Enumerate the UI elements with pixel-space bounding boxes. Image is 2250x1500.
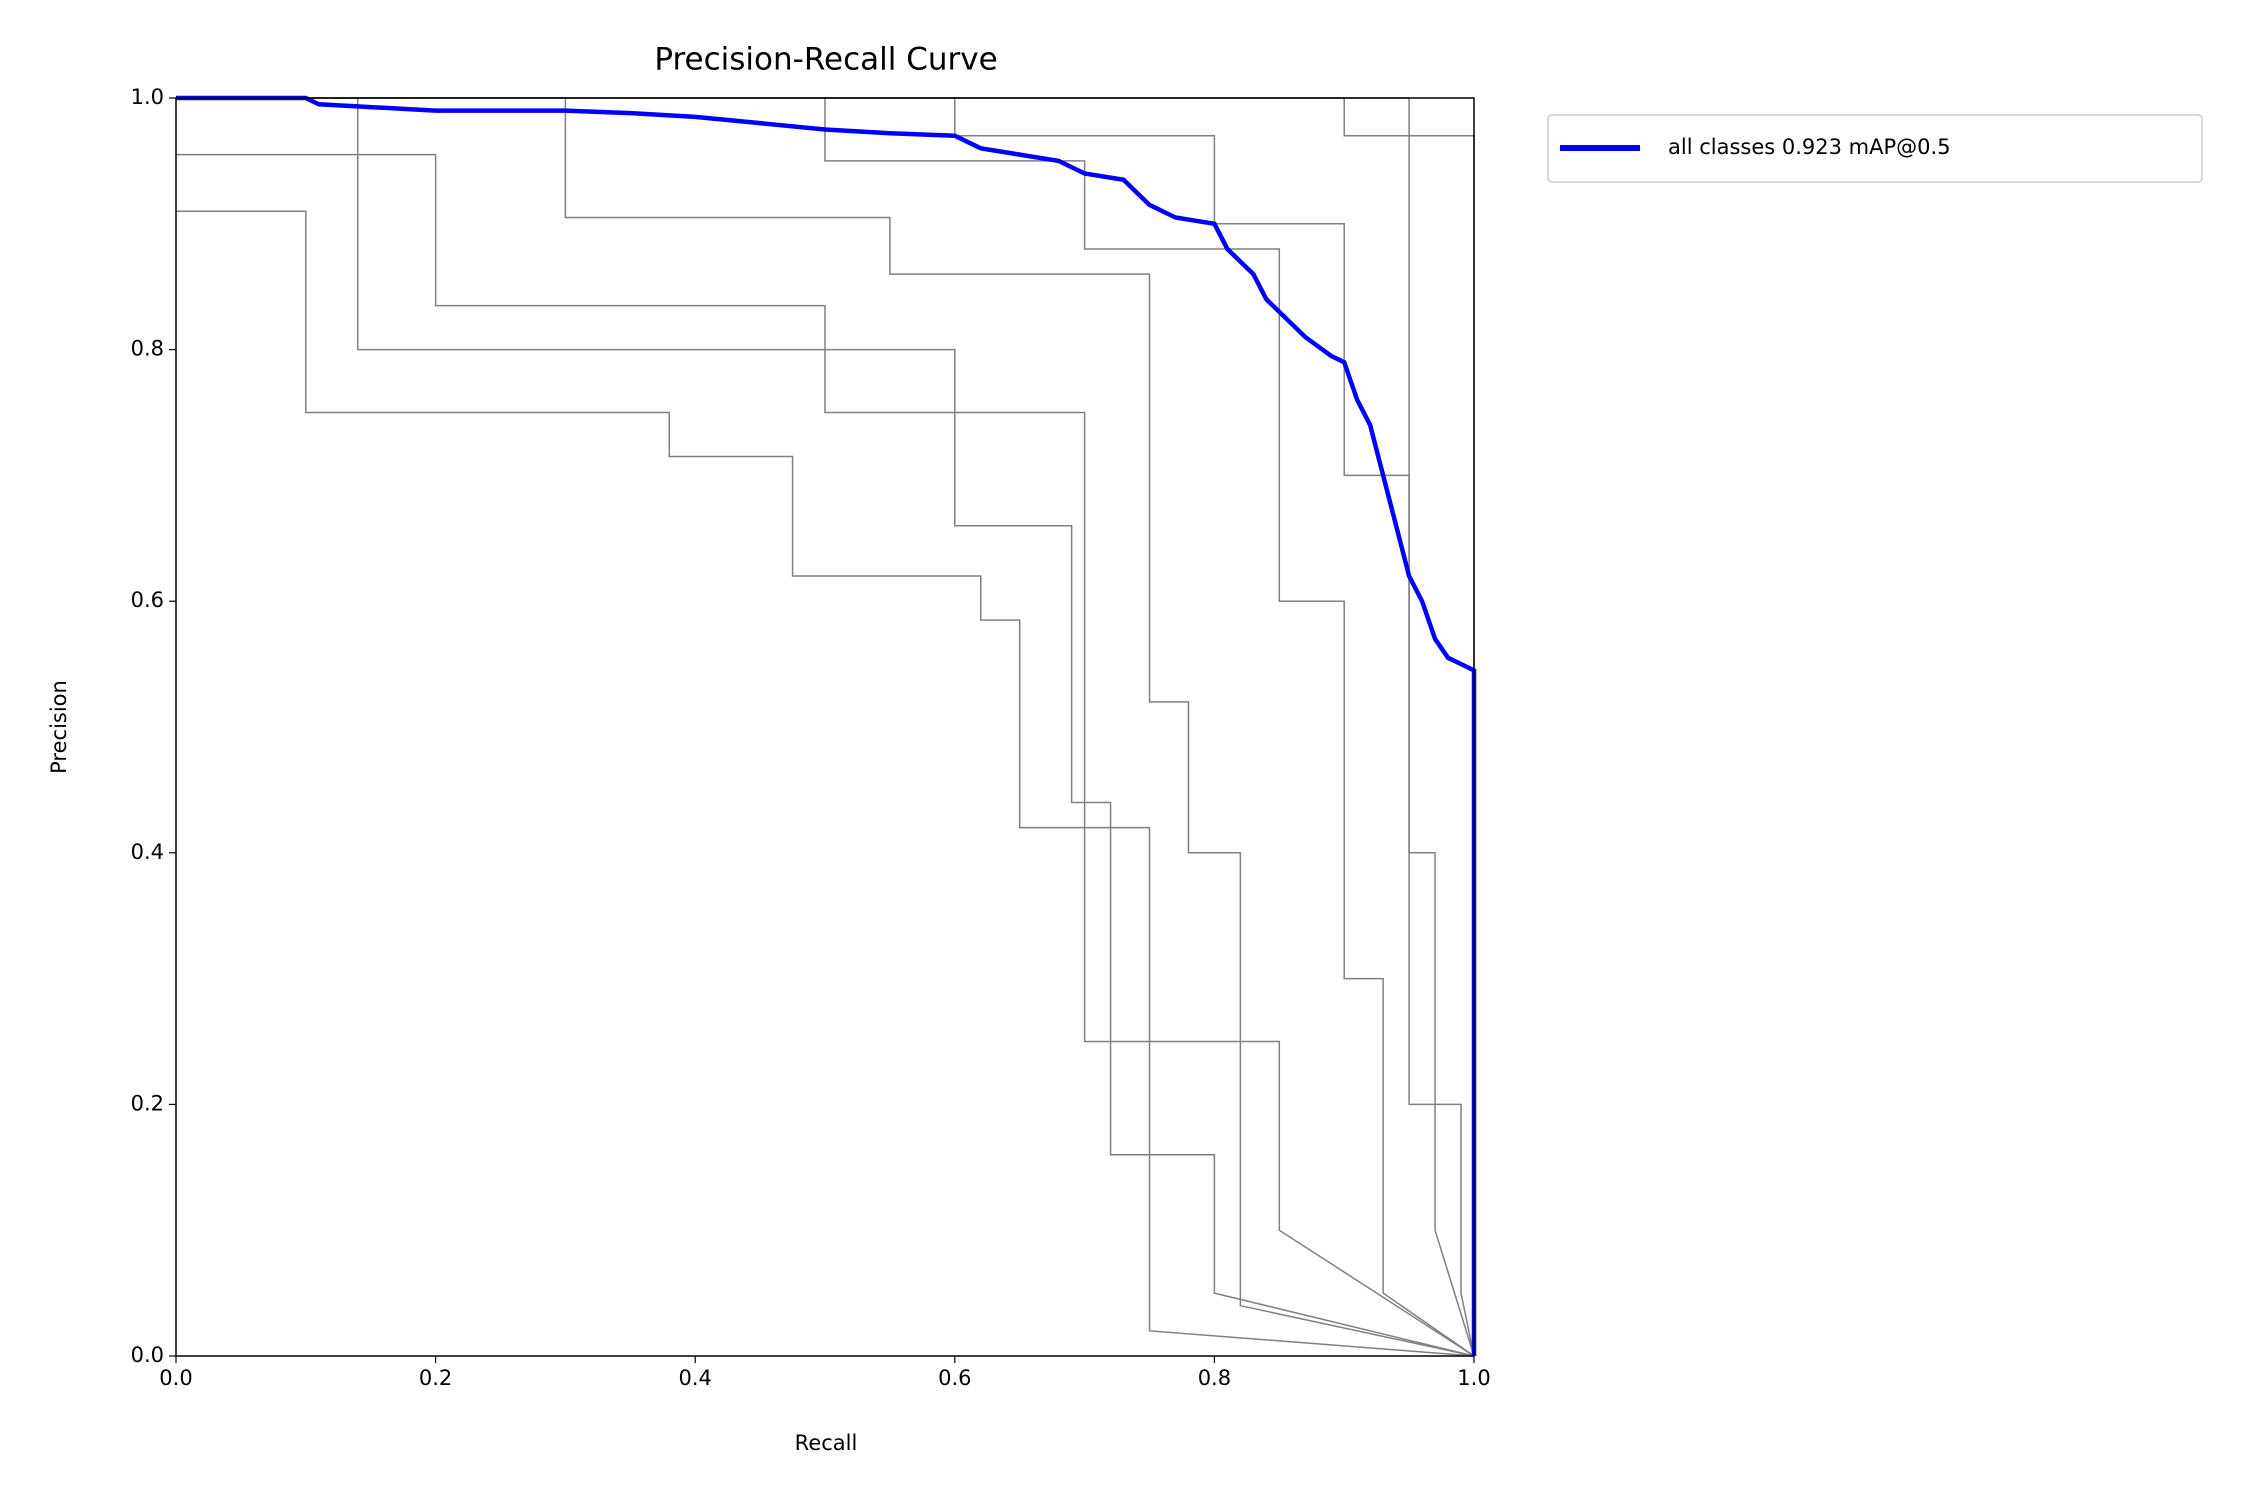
- x-tick-label: 0.4: [678, 1366, 711, 1390]
- x-tick-label: 0.8: [1198, 1366, 1231, 1390]
- y-tick-label: 1.0: [131, 85, 164, 109]
- x-tick-label: 0.0: [159, 1366, 192, 1390]
- y-tick-label: 0.2: [131, 1091, 164, 1115]
- pr-curve-class: [176, 97, 1475, 1357]
- pr-curve-all: [176, 95, 1477, 1356]
- y-axis-label: Precision: [47, 680, 71, 774]
- chart-title: Precision-Recall Curve: [654, 42, 997, 78]
- y-tick-label: 0.6: [131, 588, 164, 612]
- plot-frame: [175, 97, 1475, 1357]
- x-axis-label: Recall: [795, 1431, 858, 1455]
- x-tick-label: 1.0: [1457, 1366, 1490, 1390]
- y-tick-label: 0.0: [131, 1343, 164, 1367]
- pr-curve-class: [176, 97, 1475, 1357]
- pr-curve-class: [176, 210, 1475, 1357]
- pr-curve-class: [176, 97, 1475, 1357]
- pr-curve-class: [176, 97, 1475, 1357]
- pr-curve-class: [176, 153, 1475, 1357]
- legend-box: [1547, 114, 2203, 183]
- legend-label: all classes 0.923 mAP@0.5: [1668, 135, 1951, 159]
- y-tick-label: 0.4: [131, 840, 164, 864]
- y-tick-label: 0.8: [131, 337, 164, 361]
- x-tick-label: 0.2: [419, 1366, 452, 1390]
- x-tick-label: 0.6: [938, 1366, 971, 1390]
